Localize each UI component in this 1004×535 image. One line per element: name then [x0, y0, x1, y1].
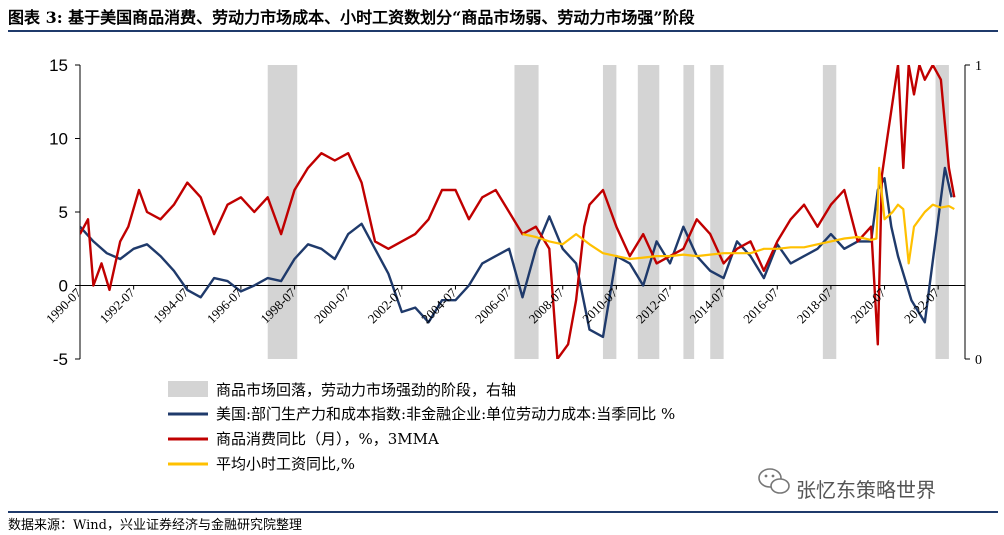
shaded-period-5 [710, 65, 724, 359]
shaded-period-2 [602, 65, 617, 359]
y-tick-label: 10 [49, 130, 68, 149]
x-tick-label: 2016-07 [740, 285, 782, 327]
y-tick-label: 15 [49, 56, 68, 75]
legend-label-navy: 美国:部门生产力和成本指数:非金融企业:单位劳动力成本:当季同比 % [216, 405, 675, 423]
x-tick-label: 1994-07 [150, 285, 192, 327]
series-lines [80, 65, 956, 359]
y-tick-label: -5 [53, 350, 68, 369]
source-note: 数据来源：Wind，兴业证券经济与金融研究院整理 [8, 518, 302, 533]
wechat-icon [758, 468, 790, 494]
axes [75, 64, 970, 360]
x-tick-label: 2000-07 [311, 285, 353, 327]
legend-label-red: 商品消费同比（月），%，3MMA [216, 430, 439, 448]
x-tick-label: 2020-07 [847, 285, 889, 327]
chart-title: 图表 3: 基于美国商品消费、劳动力市场成本、小时工资数划分“商品市场弱、劳动力… [8, 8, 695, 27]
watermark-text: 张忆东策略世界 [796, 478, 936, 502]
shaded-period-7 [935, 65, 949, 359]
series-line-red [80, 65, 956, 359]
shaded-period-1 [514, 65, 539, 359]
legend-label-shade: 商品市场回落，劳动力市场强劲的阶段，右轴 [216, 381, 516, 399]
x-tick-label: 2004-07 [418, 285, 460, 327]
y2-tick-label: 1 [975, 59, 982, 74]
x-tick-label: 2006-07 [472, 285, 514, 327]
legend-swatch-shade [168, 381, 208, 397]
series-line-yellow [522, 166, 955, 265]
bottom-rule [8, 511, 998, 513]
legend: 商品市场回落，劳动力市场强劲的阶段，右轴 美国:部门生产力和成本指数:非金融企业… [168, 381, 675, 473]
watermark: 张忆东策略世界 [758, 468, 936, 502]
y2-tick-label: 0 [975, 353, 982, 368]
shaded-period-6 [822, 65, 837, 359]
series-line-navy [80, 166, 953, 339]
legend-label-yellow: 平均小时工资同比,% [216, 455, 355, 473]
x-tick-label: 1996-07 [204, 285, 246, 327]
shaded-period-4 [683, 65, 695, 359]
top-rule [8, 30, 998, 32]
x-tick-label: 1992-07 [97, 285, 139, 327]
y-tick-label: 0 [59, 277, 68, 296]
y-tick-label: 5 [59, 203, 68, 222]
